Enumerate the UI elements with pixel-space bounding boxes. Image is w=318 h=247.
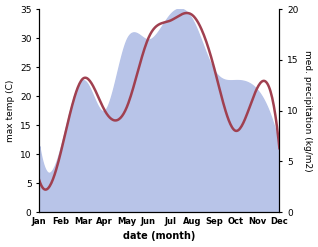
Y-axis label: med. precipitation (kg/m2): med. precipitation (kg/m2) — [303, 50, 313, 171]
X-axis label: date (month): date (month) — [123, 231, 196, 242]
Y-axis label: max temp (C): max temp (C) — [5, 79, 15, 142]
